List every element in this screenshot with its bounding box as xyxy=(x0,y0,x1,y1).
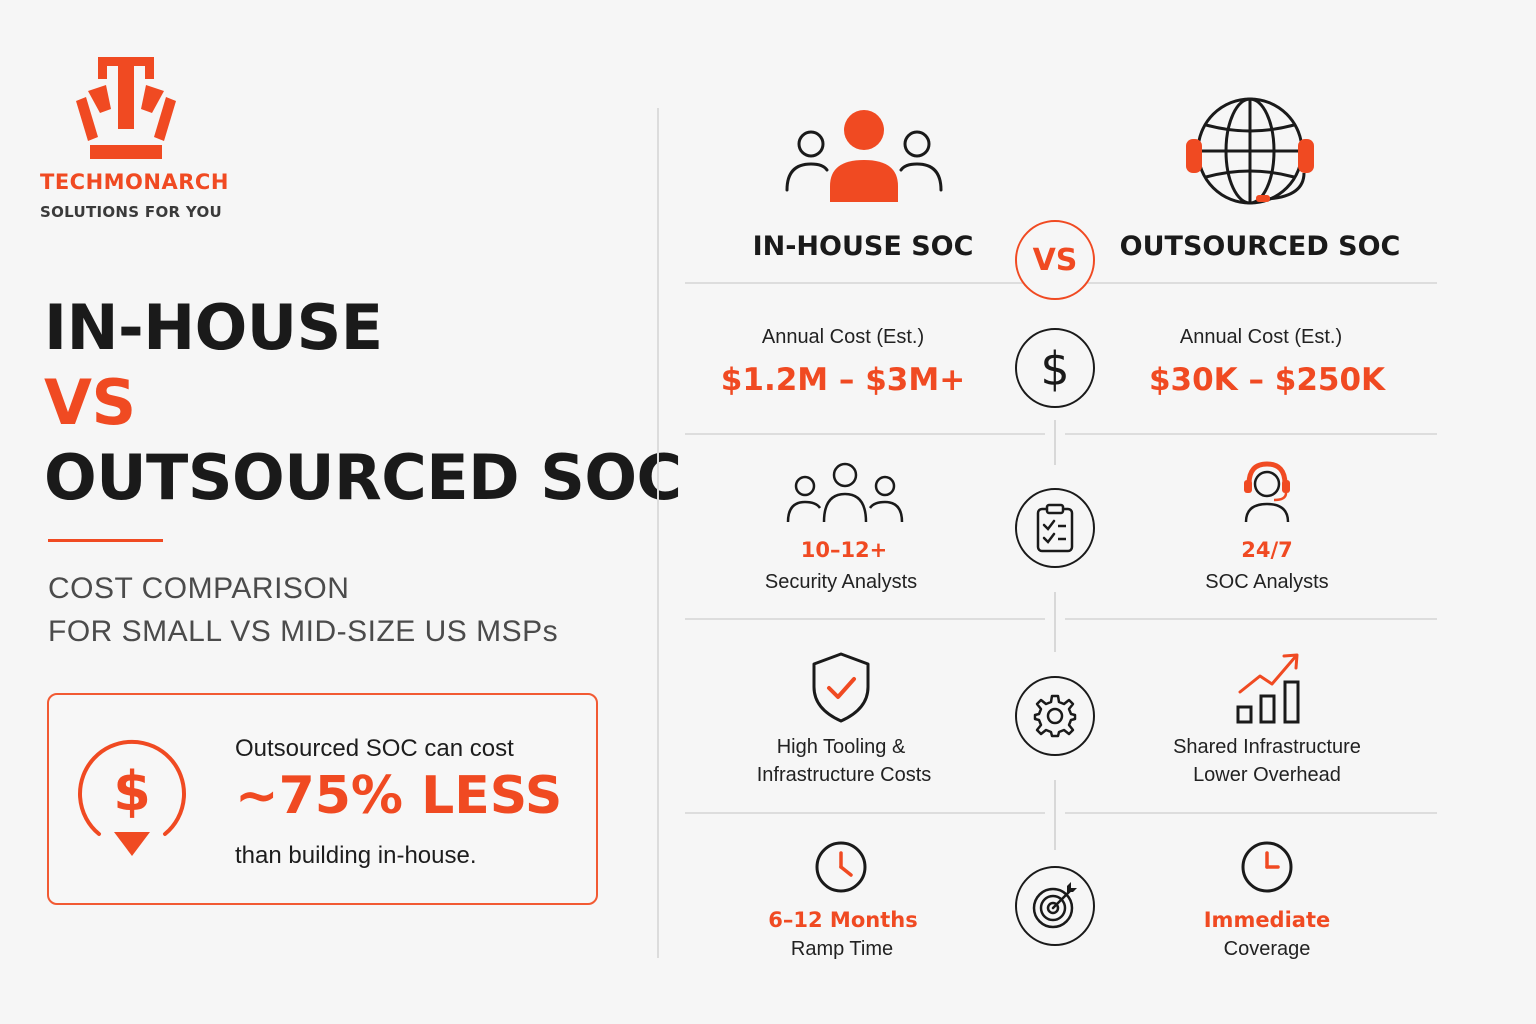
dollar-icon: $ xyxy=(1015,328,1095,408)
center-connector xyxy=(1054,592,1056,652)
title-underline xyxy=(48,539,163,542)
bar-chart-growth-icon xyxy=(1236,652,1304,724)
agent-headset-icon xyxy=(1240,460,1294,524)
inhouse-tooling-line2: Infrastructure Costs xyxy=(756,764,932,786)
panel-divider xyxy=(657,108,659,958)
brand-logo xyxy=(76,57,176,161)
row-divider xyxy=(685,812,1045,814)
outsourced-cost-value: $30K – $250K xyxy=(1148,362,1386,398)
outsourced-tooling-line1: Shared Infrastructure xyxy=(1173,736,1361,758)
svg-text:$: $ xyxy=(1040,342,1069,396)
savings-highlight: ~75% LESS xyxy=(235,766,563,826)
inhouse-ramp-value: 6–12 Months xyxy=(768,908,918,932)
inhouse-staff-label: Security Analysts xyxy=(764,571,918,593)
group-icon xyxy=(786,462,904,524)
clock-icon xyxy=(1240,840,1294,894)
inhouse-cost-value: $1.2M – $3M+ xyxy=(720,362,966,398)
title-line-inhouse: IN-HOUSE xyxy=(44,291,383,364)
title-line-outsourced: OUTSOURCED SOC xyxy=(44,441,682,514)
row-divider xyxy=(1065,812,1437,814)
brand-name: TECHMONARCH xyxy=(40,170,229,194)
row-divider xyxy=(1065,433,1437,435)
vs-badge: VS xyxy=(1015,220,1095,300)
row-divider xyxy=(685,618,1045,620)
outsourced-cost-label: Annual Cost (Est.) xyxy=(1179,326,1343,348)
svg-text:$: $ xyxy=(113,760,151,823)
team-icon xyxy=(783,108,945,202)
subtitle-line1: COST COMPARISON xyxy=(48,572,350,605)
savings-card xyxy=(47,693,598,905)
inhouse-cost-label: Annual Cost (Est.) xyxy=(761,326,925,348)
savings-outro: than building in-house. xyxy=(235,842,477,869)
outsourced-heading: OUTSOURCED SOC xyxy=(1119,231,1401,262)
clipboard-checklist-icon xyxy=(1015,488,1095,568)
center-connector xyxy=(1054,420,1056,465)
gear-icon xyxy=(1015,676,1095,756)
outsourced-staff-label: SOC Analysts xyxy=(1205,571,1329,593)
inhouse-staff-value: 10–12+ xyxy=(800,538,888,562)
center-connector xyxy=(1054,780,1056,850)
crown-logo-icon xyxy=(76,57,176,159)
clock-icon xyxy=(814,840,868,894)
outsourced-ramp-label: Coverage xyxy=(1223,938,1311,960)
outsourced-ramp-value: Immediate xyxy=(1203,908,1331,932)
subtitle-line2: FOR SMALL VS MID-SIZE US MSPs xyxy=(48,615,559,648)
row-divider xyxy=(685,433,1045,435)
dollar-down-icon: $ xyxy=(75,722,189,858)
shield-check-icon xyxy=(810,651,872,723)
outsourced-staff-value: 24/7 xyxy=(1241,538,1293,562)
globe-headset-icon xyxy=(1186,93,1314,211)
title-line-vs: VS xyxy=(44,366,136,439)
inhouse-heading: IN-HOUSE SOC xyxy=(752,231,974,262)
row-divider xyxy=(1065,618,1437,620)
outsourced-tooling-line2: Lower Overhead xyxy=(1193,764,1341,786)
inhouse-ramp-label: Ramp Time xyxy=(790,938,894,960)
savings-intro: Outsourced SOC can cost xyxy=(235,735,514,762)
target-icon xyxy=(1015,866,1095,946)
inhouse-tooling-line1: High Tooling & xyxy=(776,736,906,758)
brand-tagline: SOLUTIONS FOR YOU xyxy=(40,203,223,221)
